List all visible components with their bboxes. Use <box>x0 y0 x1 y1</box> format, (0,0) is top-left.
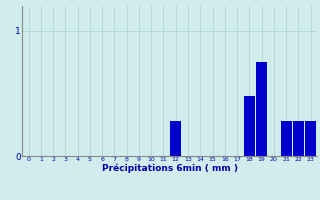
Bar <box>305 121 316 156</box>
Bar <box>170 121 181 156</box>
Bar <box>293 121 304 156</box>
X-axis label: Précipitations 6min ( mm ): Précipitations 6min ( mm ) <box>102 164 238 173</box>
Bar <box>244 96 255 156</box>
Bar <box>281 121 292 156</box>
Bar <box>256 62 267 156</box>
